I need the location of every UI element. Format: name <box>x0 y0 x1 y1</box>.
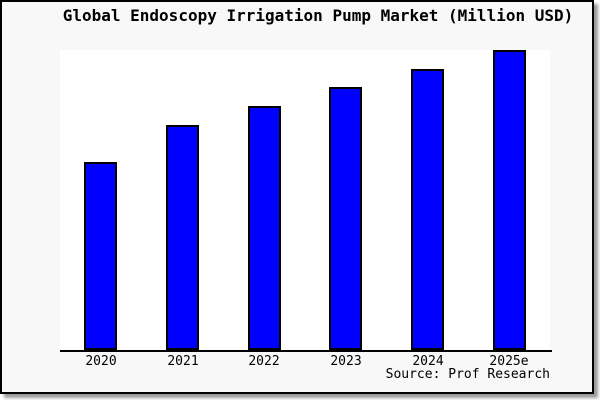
bar-2024 <box>411 69 444 350</box>
source-credit: Source: Prof Research <box>385 367 550 382</box>
chart-container: Global Endoscopy Irrigation Pump Market … <box>0 0 594 394</box>
x-tick-2021: 2021 <box>167 354 199 369</box>
x-tick-2022: 2022 <box>248 354 280 369</box>
x-tick-2020: 2020 <box>85 354 117 369</box>
bar-2023 <box>329 87 362 350</box>
plot-area <box>60 50 550 350</box>
chart-title: Global Endoscopy Irrigation Pump Market … <box>62 6 574 25</box>
bar-2025e <box>493 50 526 350</box>
x-axis-line <box>60 350 552 352</box>
bar-2021 <box>166 125 199 350</box>
bar-2020 <box>84 162 117 350</box>
x-tick-2025e: 2025e <box>489 354 529 369</box>
x-tick-2023: 2023 <box>330 354 362 369</box>
bar-2022 <box>248 106 281 350</box>
x-tick-2024: 2024 <box>412 354 444 369</box>
